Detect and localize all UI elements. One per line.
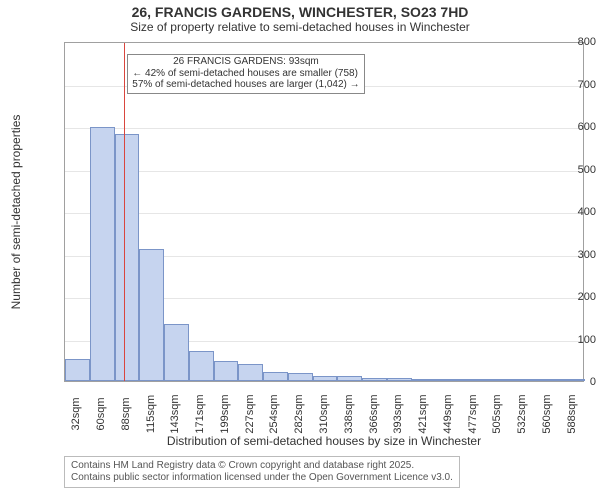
ytick-label: 100	[536, 334, 596, 346]
xtick-label: 560sqm	[541, 394, 553, 433]
annotation-line: ← 42% of semi-detached houses are smalle…	[132, 68, 359, 80]
credits-line: Contains public sector information licen…	[71, 472, 453, 484]
bar	[313, 376, 338, 381]
xtick-label: 449sqm	[442, 394, 454, 433]
bar	[461, 379, 486, 381]
xtick-label: 143sqm	[169, 394, 181, 433]
xtick-label: 199sqm	[219, 394, 231, 433]
ytick-label: 200	[536, 291, 596, 303]
chart-subtitle: Size of property relative to semi-detach…	[0, 20, 600, 34]
bar	[189, 351, 214, 381]
chart-root: 26, FRANCIS GARDENS, WINCHESTER, SO23 7H…	[0, 0, 600, 500]
xtick-label: 60sqm	[95, 397, 107, 430]
ytick-label: 0	[536, 376, 596, 388]
annotation-line: 26 FRANCIS GARDENS: 93sqm	[132, 56, 359, 68]
gridline	[65, 213, 583, 214]
bar	[139, 249, 164, 381]
ytick-label: 500	[536, 164, 596, 176]
xtick-label: 505sqm	[491, 394, 503, 433]
annotation-box: 26 FRANCIS GARDENS: 93sqm← 42% of semi-d…	[127, 54, 364, 94]
xtick-label: 338sqm	[343, 394, 355, 433]
chart-title: 26, FRANCIS GARDENS, WINCHESTER, SO23 7H…	[0, 0, 600, 20]
bar	[238, 364, 263, 381]
xtick-label: 477sqm	[467, 394, 479, 433]
y-axis-label: Number of semi-detached properties	[9, 115, 23, 310]
xtick-label: 310sqm	[318, 394, 330, 433]
bar	[288, 373, 313, 381]
bar	[337, 376, 362, 381]
xtick-label: 171sqm	[194, 394, 206, 433]
bar	[65, 359, 90, 381]
xtick-label: 115sqm	[145, 395, 157, 433]
xtick-label: 393sqm	[392, 394, 404, 433]
xtick-label: 32sqm	[70, 397, 82, 430]
bar	[90, 127, 115, 381]
ytick-label: 300	[536, 249, 596, 261]
ytick-label: 400	[536, 206, 596, 218]
bar	[486, 379, 511, 381]
bar	[511, 379, 536, 381]
bar	[164, 324, 189, 381]
xtick-label: 227sqm	[244, 394, 256, 433]
gridline	[65, 171, 583, 172]
xtick-label: 366sqm	[368, 394, 380, 433]
xtick-label: 588sqm	[566, 394, 578, 433]
ytick-label: 700	[536, 79, 596, 91]
bar	[387, 378, 412, 381]
ytick-label: 600	[536, 121, 596, 133]
ytick-label: 800	[536, 36, 596, 48]
x-axis-label: Distribution of semi-detached houses by …	[64, 434, 584, 448]
annotation-line: 57% of semi-detached houses are larger (…	[132, 79, 359, 91]
xtick-label: 88sqm	[120, 397, 132, 430]
gridline	[65, 128, 583, 129]
bar	[412, 379, 437, 381]
xtick-label: 254sqm	[268, 394, 280, 433]
xtick-label: 532sqm	[516, 394, 528, 433]
bar	[362, 378, 387, 381]
xtick-label: 421sqm	[417, 394, 429, 433]
bar	[115, 134, 140, 381]
credits-box: Contains HM Land Registry data © Crown c…	[64, 456, 460, 488]
marker-line	[124, 43, 125, 381]
bar	[214, 361, 239, 381]
credits-line: Contains HM Land Registry data © Crown c…	[71, 460, 453, 472]
bar	[263, 372, 288, 381]
bar	[436, 379, 461, 381]
xtick-label: 282sqm	[293, 394, 305, 433]
